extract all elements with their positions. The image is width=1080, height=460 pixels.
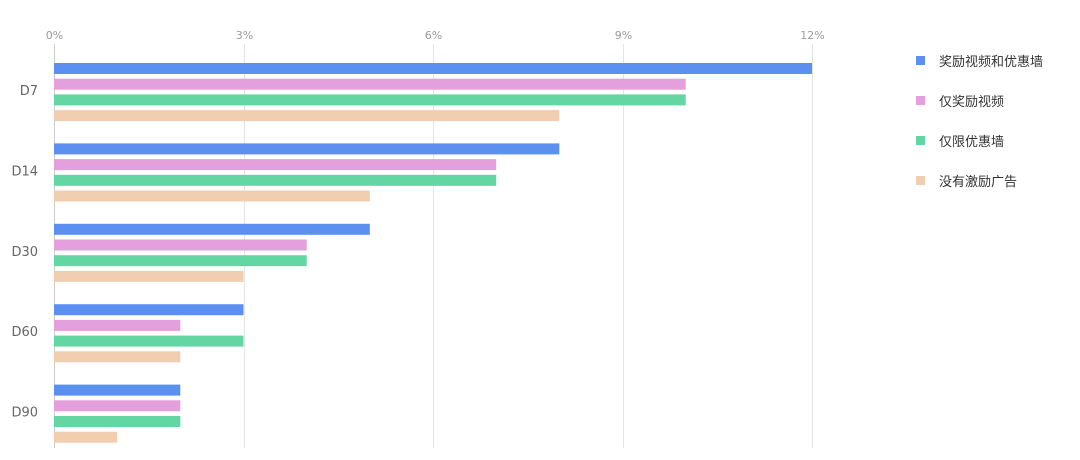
legend-item[interactable]: 仅限优惠墙: [916, 130, 1043, 150]
legend-label: 仅限优惠墙: [939, 134, 1005, 150]
legend-swatch: [916, 135, 925, 145]
legend-label: 奖励视频和优惠墙: [939, 54, 1044, 70]
category-label: D30: [11, 245, 38, 260]
bar: [54, 110, 560, 122]
bars: [54, 63, 812, 443]
bar: [54, 94, 686, 106]
legend-swatch: [916, 175, 925, 185]
category-label: D60: [11, 325, 38, 340]
bar: [54, 351, 181, 363]
bar: [54, 270, 244, 282]
bar: [54, 239, 307, 251]
bar: [54, 384, 181, 396]
category-label: D7: [20, 84, 38, 99]
bar: [54, 63, 812, 74]
x-tick-label: 12%: [800, 29, 824, 42]
x-tick-label: 6%: [425, 29, 442, 42]
bar: [54, 431, 118, 443]
bar: [54, 174, 497, 186]
x-tick-label: 0%: [46, 29, 63, 42]
legend-label: 没有激励广告: [939, 174, 1018, 190]
y-axis-categories: D7 D14 D30 D60 D90: [11, 84, 38, 421]
legend-swatch: [916, 55, 925, 65]
x-tick-label: 3%: [236, 29, 253, 42]
bar: [54, 223, 370, 235]
bar: [54, 255, 307, 267]
category-label: D90: [11, 406, 38, 421]
legend: 奖励视频和优惠墙 仅奖励视频仅限优惠墙没有激励广告: [916, 50, 1043, 210]
bar: [54, 190, 370, 202]
bar: [54, 400, 181, 412]
legend-label: 仅奖励视频: [939, 94, 1005, 110]
legend-swatch: [916, 95, 925, 105]
bar: [54, 143, 560, 155]
legend-item[interactable]: 仅奖励视频: [916, 90, 1043, 110]
bar: [54, 78, 686, 90]
x-tick-label: 9%: [615, 29, 632, 42]
bar: [54, 416, 181, 427]
legend-item[interactable]: 奖励视频和优惠墙: [916, 50, 1043, 70]
bar: [54, 304, 244, 316]
x-axis-ticks: 0% 3% 6% 9% 12%: [46, 29, 825, 42]
category-label: D14: [11, 164, 38, 179]
bar: [54, 319, 181, 331]
bar: [54, 159, 497, 171]
bar: [54, 335, 244, 347]
legend-item[interactable]: 没有激励广告: [916, 170, 1043, 190]
